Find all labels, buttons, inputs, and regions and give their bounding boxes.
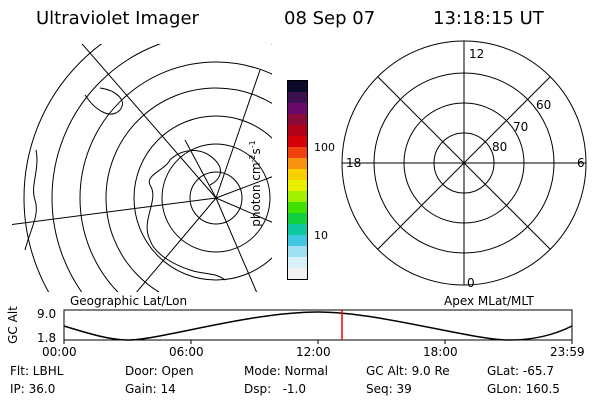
colorbar-segment xyxy=(288,246,307,257)
colorbar-segment xyxy=(288,224,307,235)
mlt-label-12: 12 xyxy=(469,47,485,61)
info-gain: Gain: 14 xyxy=(125,382,176,396)
mlt-label-0: 0 xyxy=(467,276,475,290)
geographic-caption: Geographic Lat/Lon xyxy=(70,294,188,308)
info-gc-alt: GC Alt: 9.0 Re xyxy=(366,364,450,378)
x-tick-1200: 12:00 xyxy=(296,345,331,359)
info-glat: GLat: -65.7 xyxy=(487,364,554,378)
colorbar-segment xyxy=(288,125,307,136)
colorbar-segment xyxy=(288,191,307,202)
colorbar-segment xyxy=(288,147,307,158)
x-tick-0600: 06:00 xyxy=(169,345,204,359)
magnetic-caption: Apex MLat/MLT xyxy=(444,294,534,308)
colorbar-tick-10: 10 xyxy=(314,229,328,242)
info-dsp: Dsp: -1.0 xyxy=(244,382,307,396)
mlat-label-60: 60 xyxy=(536,98,552,112)
date-label: 08 Sep 07 xyxy=(284,8,376,29)
alt-tick-low: 1.8 xyxy=(37,331,57,345)
info-filter: Flt: LBHL xyxy=(10,364,64,378)
colorbar-segment xyxy=(288,235,307,246)
info-seq: Seq: 39 xyxy=(366,382,412,396)
colorbar-segment xyxy=(288,158,307,169)
colorbar-segment xyxy=(288,180,307,191)
colorbar-segment xyxy=(288,257,307,268)
time-label: 13:18:15 UT xyxy=(433,8,544,29)
mlat-label-70: 70 xyxy=(513,120,529,134)
info-mode: Mode: Normal xyxy=(244,364,328,378)
info-door: Door: Open xyxy=(125,364,194,378)
colorbar-segment xyxy=(288,202,307,213)
mlt-label-18: 18 xyxy=(346,156,362,170)
colorbar-segment xyxy=(288,103,307,114)
mlt-label-6: 6 xyxy=(577,156,585,170)
colorbar-segment xyxy=(288,169,307,180)
colorbar-segment xyxy=(288,213,307,224)
colorbar-segment xyxy=(288,92,307,103)
mlat-label-80: 80 xyxy=(492,140,508,154)
info-ip: IP: 36.0 xyxy=(10,382,56,396)
x-tick-2359: 23:59 xyxy=(550,345,585,359)
colorbar xyxy=(287,80,308,280)
colorbar-segment xyxy=(288,114,307,125)
colorbar-segment xyxy=(288,136,307,147)
colorbar-segment xyxy=(288,268,307,279)
info-glon: GLon: 160.5 xyxy=(487,382,560,396)
colorbar-tick-100: 100 xyxy=(314,141,335,154)
alt-tick-high: 9.0 xyxy=(37,307,57,321)
colorbar-segment xyxy=(288,81,307,92)
x-tick-0000: 00:00 xyxy=(42,345,77,359)
instrument-title: Ultraviolet Imager xyxy=(36,8,199,29)
x-tick-1800: 18:00 xyxy=(423,345,458,359)
